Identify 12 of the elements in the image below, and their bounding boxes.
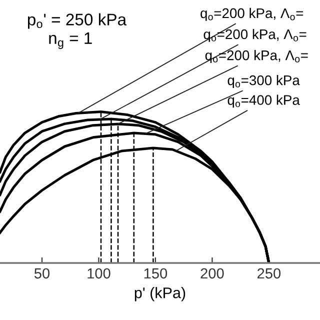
x-tick-label: 50 bbox=[34, 268, 50, 279]
x-tick-label: 150 bbox=[144, 268, 168, 279]
text: q$_{o}$=200 kPa, Λ$_{o}$= bbox=[200, 8, 304, 21]
x-tick-label: 200 bbox=[200, 268, 224, 279]
x-tick-label: 250 bbox=[258, 268, 281, 279]
text: q$_{o}$=200 kPa, Λ$_{o}$= bbox=[204, 28, 306, 42]
text: q$_{o}$=300 kPa bbox=[228, 75, 300, 88]
x-tick-label: 100 bbox=[88, 268, 110, 279]
text: n$_{g}$ = 1 bbox=[49, 32, 92, 49]
x-axis-title: p' (kPa) bbox=[134, 287, 186, 302]
text: p$_{o}$' = 250 kPa bbox=[28, 13, 127, 29]
text: q$_{o}$=400 kPa bbox=[228, 94, 300, 108]
